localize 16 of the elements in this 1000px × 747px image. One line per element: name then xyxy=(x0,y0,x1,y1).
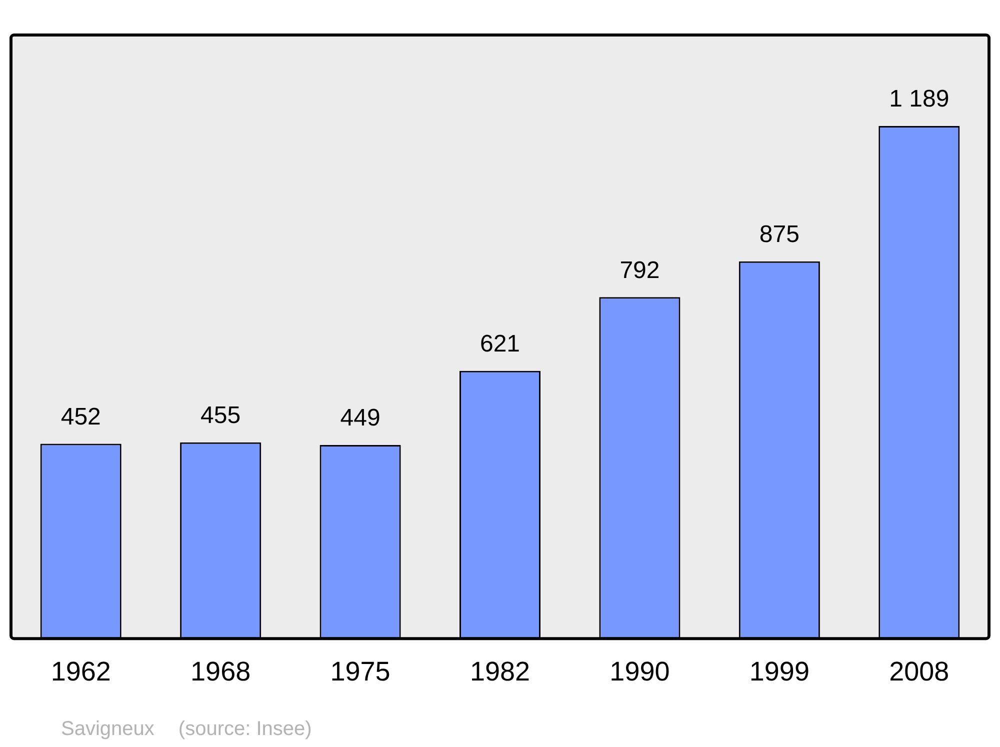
x-tick-label: 1999 xyxy=(749,656,810,686)
x-tick-label: 1982 xyxy=(470,656,530,686)
data-label: 455 xyxy=(200,402,241,430)
x-tick-label: 1990 xyxy=(610,656,670,686)
data-label: 452 xyxy=(60,403,101,430)
data-label: 1 189 xyxy=(889,86,950,113)
x-tick-label: 2008 xyxy=(889,656,950,686)
data-label: 792 xyxy=(620,256,660,284)
x-tick-label: 1962 xyxy=(50,656,111,686)
text: Savigneux xyxy=(61,718,154,740)
data-label: 621 xyxy=(480,330,520,358)
data-label: 449 xyxy=(340,404,380,432)
data-label: 875 xyxy=(759,220,800,248)
x-tick-label: 1975 xyxy=(330,656,390,686)
text: (source: Insee) xyxy=(178,718,312,740)
x-tick-label: 1968 xyxy=(190,656,251,686)
